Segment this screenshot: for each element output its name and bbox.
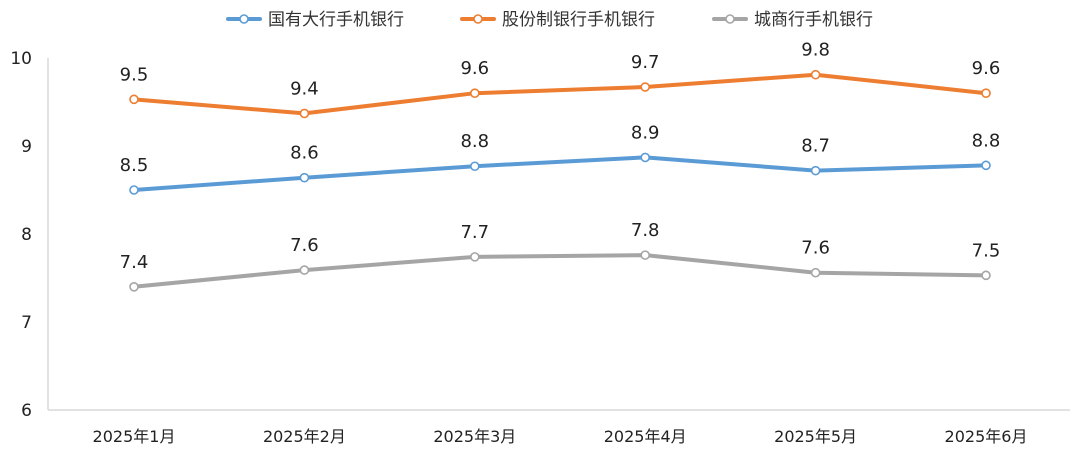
series-line (132, 253, 988, 289)
x-tick-labels: 2025年1月 2025年2月 2025年3月 2025年4月 2025年5月 2025年… (93, 427, 1028, 446)
x-tick-label: 2025年1月 (93, 427, 176, 446)
x-tick-label: 2025年5月 (774, 427, 857, 446)
data-label: 8.5 (120, 155, 149, 176)
series-point (129, 185, 139, 195)
legend-label: 国有大行手机银行 (268, 10, 404, 30)
series-point (469, 88, 480, 98)
data-label: 8.6 (290, 143, 319, 164)
data-label: 9.5 (120, 64, 149, 85)
x-tick-label: 2025年4月 (604, 427, 687, 446)
data-labels: 8.5 8.6 8.8 8.9 8.7 8.8 9.5 9.4 9.6 9.7 9.8 9.6 7.4 7… (120, 40, 1001, 273)
series-point (981, 88, 991, 98)
data-label: 8.7 (801, 136, 830, 157)
series-layer (129, 69, 991, 292)
data-label: 9.8 (801, 40, 830, 61)
y-tick-labels: 6 7 8 9 10 (10, 49, 32, 421)
legend-marker (725, 14, 735, 24)
y-tick-label: 10 (10, 49, 32, 69)
axes (47, 58, 1070, 411)
legend: 国有大行手机银行 股份制银行手机银行 城商行手机银行 (226, 10, 873, 30)
x-tick-label: 2025年3月 (433, 427, 516, 446)
series-point (469, 252, 480, 262)
series-point (299, 108, 310, 119)
y-tick-label: 6 (21, 401, 32, 421)
series-point (810, 69, 821, 80)
data-label: 9.6 (460, 58, 489, 79)
y-tick-label: 9 (21, 137, 32, 157)
data-label: 7.4 (120, 252, 149, 273)
legend-label: 股份制银行手机银行 (502, 10, 655, 30)
data-label: 9.6 (972, 58, 1001, 79)
legend-marker (473, 14, 483, 24)
series-point (129, 94, 139, 105)
data-label: 8.8 (460, 131, 489, 152)
series-line (132, 72, 988, 116)
data-label: 7.8 (631, 220, 660, 241)
data-label: 8.8 (972, 130, 1001, 151)
series-point (981, 270, 991, 281)
series-point (810, 267, 821, 278)
series-point (299, 265, 310, 275)
x-tick-label: 2025年2月 (263, 427, 346, 446)
legend-marker (239, 14, 249, 24)
data-label: 9.4 (290, 78, 319, 99)
data-label: 7.5 (972, 240, 1001, 261)
legend-label: 城商行手机银行 (754, 10, 873, 30)
y-tick-label: 7 (21, 313, 32, 333)
y-tick-label: 8 (21, 225, 32, 245)
series-point (299, 172, 310, 183)
series-point (640, 152, 651, 163)
series-point (640, 250, 651, 260)
series-point (129, 281, 139, 292)
data-label: 7.7 (460, 222, 489, 243)
data-label: 9.7 (631, 52, 660, 73)
series-point (810, 165, 821, 176)
series-line (132, 155, 988, 192)
series-point (981, 160, 991, 171)
data-label: 8.9 (631, 122, 660, 143)
series-point (469, 161, 480, 172)
x-tick-label: 2025年6月 (945, 427, 1028, 446)
data-label: 7.6 (801, 238, 830, 259)
series-point (640, 82, 651, 92)
data-label: 7.6 (290, 235, 319, 256)
